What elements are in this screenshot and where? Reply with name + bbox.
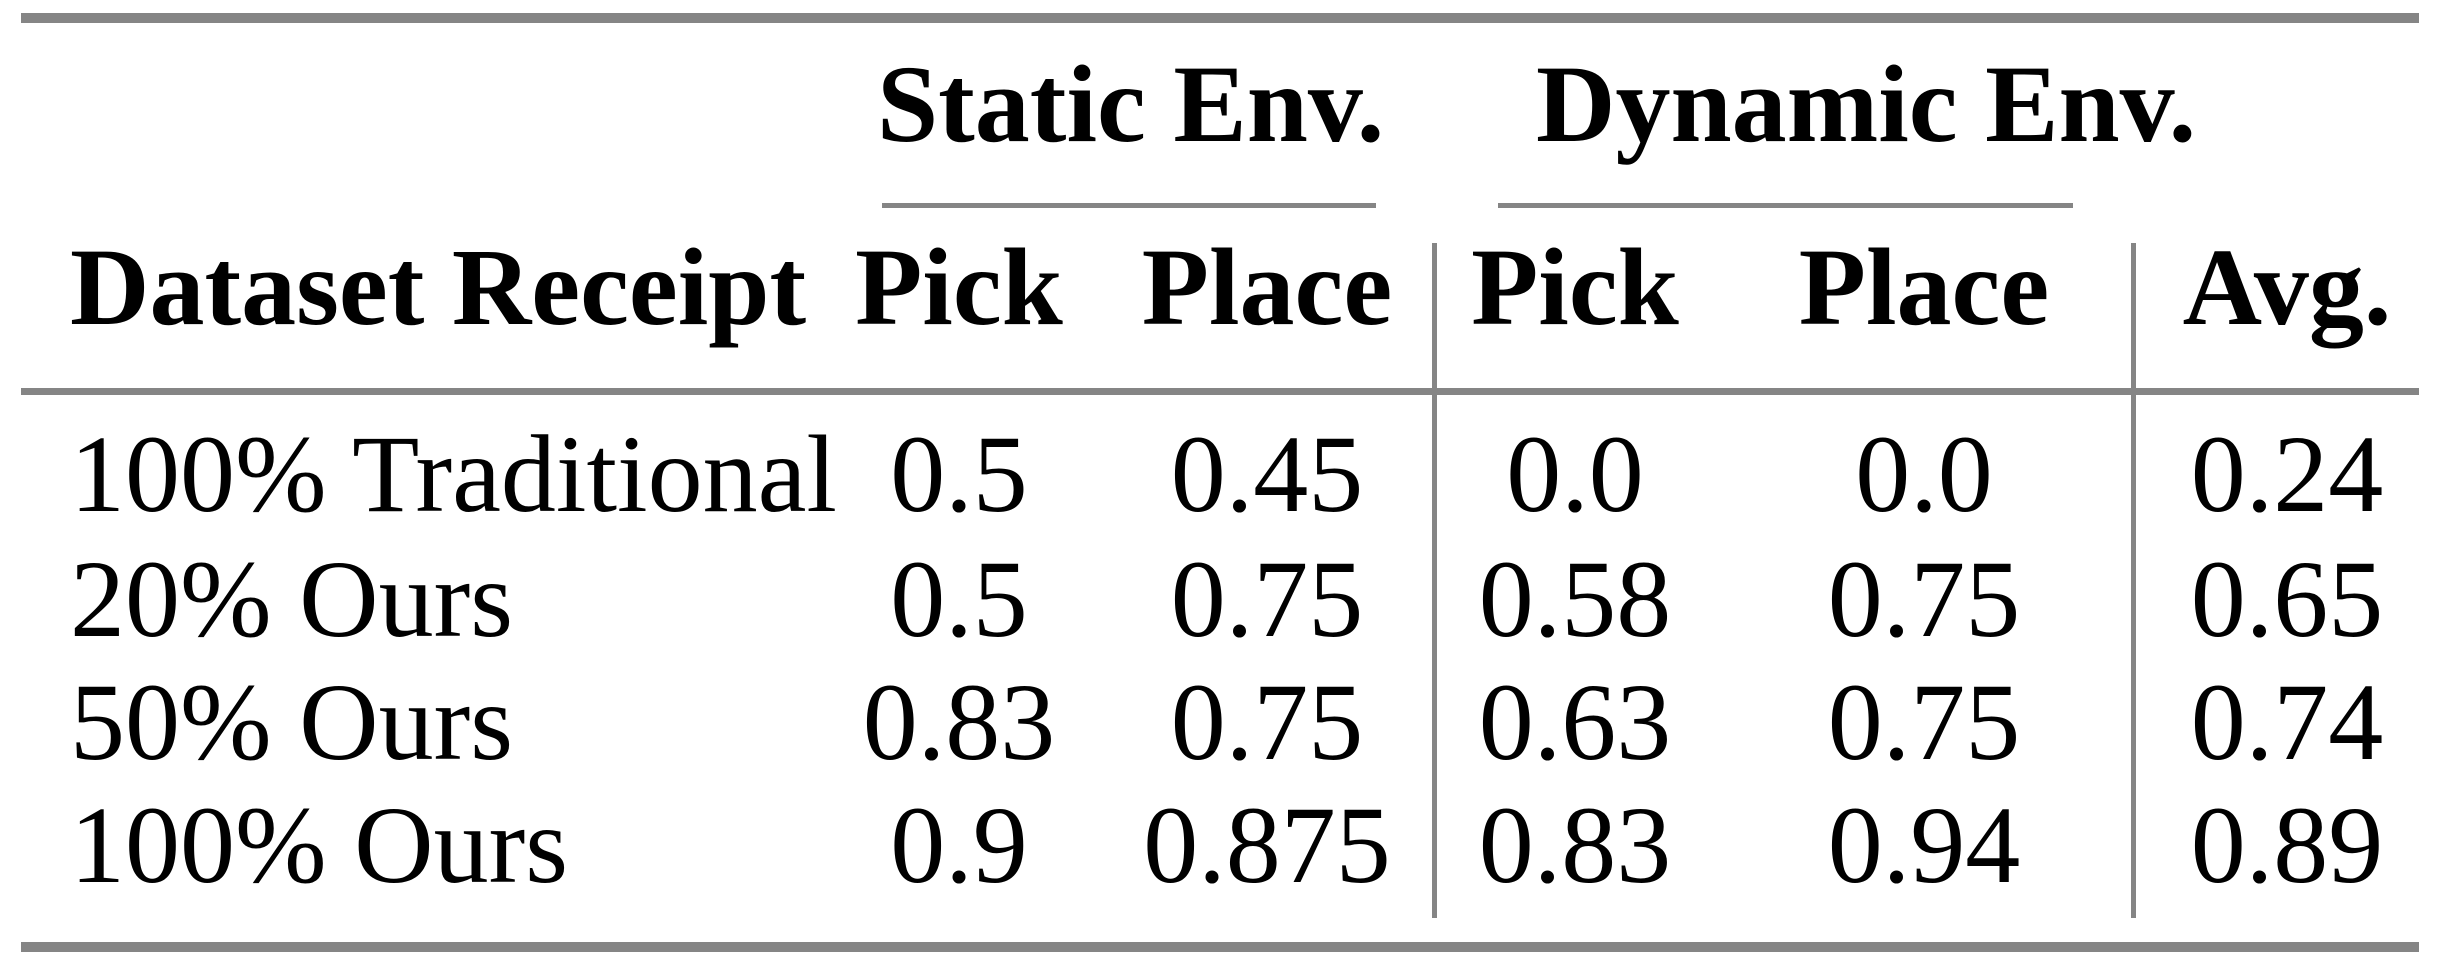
group-header-dynamic-env: Dynamic Env. [1536, 43, 2197, 165]
cell-dynamic-pick: 0.83 [1478, 784, 1672, 906]
cell-avg: 0.89 [2190, 784, 2384, 906]
cell-avg: 0.74 [2190, 661, 2384, 783]
cell-static-pick: 0.5 [890, 538, 1028, 660]
row-label: 100% Ours [70, 784, 569, 906]
column-separator-static-dynamic [1432, 243, 1437, 918]
cell-dynamic-place: 0.94 [1827, 784, 2021, 906]
cell-static-place: 0.75 [1170, 538, 1364, 660]
dynamic-env-underline-rule [1498, 203, 2073, 208]
cell-avg: 0.65 [2190, 538, 2384, 660]
row-label: 20% Ours [70, 538, 514, 660]
cell-avg: 0.24 [2190, 413, 2384, 535]
column-header-dynamic-pick: Pick [1471, 226, 1679, 348]
cell-dynamic-place: 0.75 [1827, 661, 2021, 783]
cell-dynamic-place: 0.0 [1855, 413, 1993, 535]
static-env-underline-rule [882, 203, 1376, 208]
row-label: 50% Ours [70, 661, 514, 783]
cell-static-place: 0.875 [1143, 784, 1391, 906]
table-top-rule [21, 13, 2419, 23]
column-header-dataset-receipt: Dataset Receipt [70, 226, 807, 348]
column-header-dynamic-place: Place [1798, 226, 2050, 348]
column-header-avg: Avg. [2182, 226, 2392, 348]
group-header-static-env: Static Env. [877, 43, 1385, 165]
cell-dynamic-pick: 0.63 [1478, 661, 1672, 783]
cell-dynamic-pick: 0.0 [1506, 413, 1644, 535]
cell-static-pick: 0.9 [890, 784, 1028, 906]
table-bottom-rule [21, 942, 2419, 952]
cell-dynamic-place: 0.75 [1827, 538, 2021, 660]
column-header-static-place: Place [1141, 226, 1393, 348]
cell-static-place: 0.45 [1170, 413, 1364, 535]
cell-dynamic-pick: 0.58 [1478, 538, 1672, 660]
column-header-static-pick: Pick [855, 226, 1063, 348]
cell-static-pick: 0.5 [890, 413, 1028, 535]
table-header-rule [21, 388, 2419, 395]
cell-static-pick: 0.83 [862, 661, 1056, 783]
row-label: 100% Traditional [70, 413, 837, 535]
column-separator-dynamic-avg [2131, 243, 2136, 918]
cell-static-place: 0.75 [1170, 661, 1364, 783]
